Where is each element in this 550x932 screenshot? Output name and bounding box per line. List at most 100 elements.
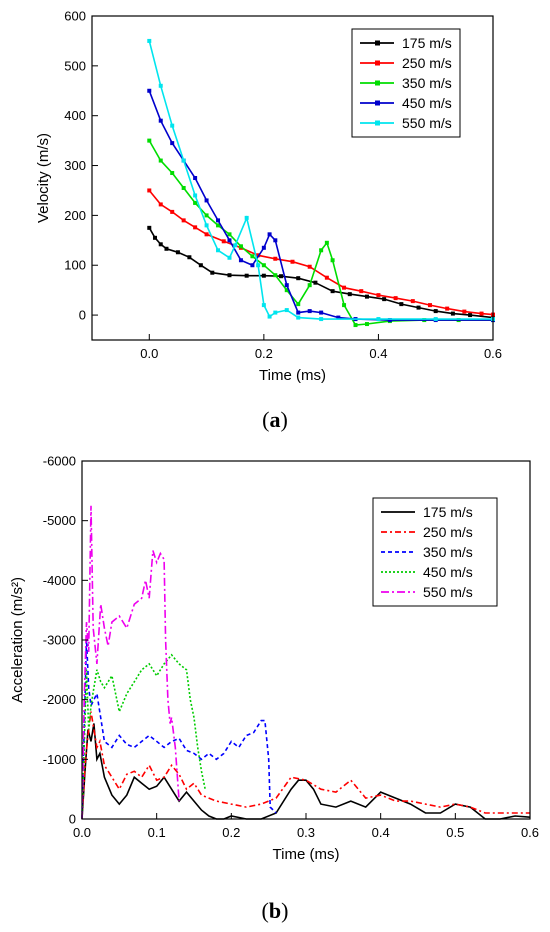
c0-series-2-point	[330, 258, 335, 263]
c0-series-3-point	[158, 118, 163, 123]
c0-series-4-point	[319, 317, 324, 322]
c0-series-4-point	[147, 38, 152, 43]
c1-y-tick-label: -6000	[43, 454, 76, 469]
c0-series-1-point	[342, 285, 347, 290]
c0-series-3-point	[319, 310, 324, 315]
c1-y-tick-label: -2000	[43, 692, 76, 707]
c0-y-tick-label: 200	[64, 208, 86, 223]
c0-series-4-point	[261, 303, 266, 308]
c0-series-4-point	[273, 310, 278, 315]
c0-y-tick-label: 300	[64, 158, 86, 173]
caption-b-letter: b	[268, 898, 282, 923]
c0-x-tick-label: 0.6	[484, 346, 502, 361]
c0-series-3-point	[296, 310, 301, 315]
c0-series-2-point	[147, 138, 152, 143]
c0-series-0-point	[175, 250, 180, 255]
caption-a: (a)	[262, 407, 288, 432]
c0-series-3-point	[336, 315, 341, 320]
c0-series-4-point	[376, 317, 381, 322]
c0-series-4-point	[170, 123, 175, 128]
c0-series-2-point	[324, 240, 329, 245]
c0-x-tick-label: 0.0	[140, 346, 158, 361]
c0-series-3-point	[204, 198, 209, 203]
c0-series-0-point	[382, 297, 387, 302]
c1-legend-box	[372, 497, 498, 607]
c0-legend-label: 250 m/s	[402, 55, 452, 71]
c1-y-tick-label: -3000	[43, 633, 76, 648]
c0-legend-marker	[375, 120, 380, 126]
c0-series-0-point	[158, 242, 163, 247]
acceleration-chart: 0.0 0.1 0.2 0.3 0.4 0.5 0.6 0 -1000 -2000 -3000 -40…	[9, 454, 539, 864]
c0-series-3-point	[147, 88, 152, 93]
c0-series-2-point	[307, 283, 312, 288]
c0-series-0-point	[313, 280, 318, 285]
c0-series-4-point	[193, 193, 198, 198]
c0-series-2-point	[170, 171, 175, 176]
c1-x-tick-label: 0.0	[73, 825, 91, 840]
c0-legend-label: 550 m/s	[402, 115, 452, 131]
c0-series-4-point	[204, 223, 209, 228]
c0-series-4-point	[244, 215, 249, 220]
c1-y-tick-label: -1000	[43, 752, 76, 767]
c0-series-2-point	[319, 248, 324, 253]
c0-series-0-point	[433, 309, 438, 314]
c0-series-0-point	[296, 276, 301, 281]
c0-series-1-point	[462, 309, 467, 314]
c0-series-2-point	[261, 263, 266, 268]
c1-series-line-0	[81, 723, 531, 820]
c1-series-line-1	[81, 711, 530, 820]
c0-series-1-point	[290, 259, 295, 264]
c0-series-0-point	[347, 292, 352, 297]
c0-series-0-point	[416, 305, 421, 310]
c0-y-tick-label: 600	[64, 9, 86, 24]
c0-series-1-point	[158, 202, 163, 207]
c1-legend-label: 175 m/s	[423, 504, 473, 520]
c0-y-tick-label: 500	[64, 58, 86, 73]
c0-series-1-point	[221, 239, 226, 244]
c0-series-2-point	[227, 232, 232, 237]
c1-x-axis-label: Time (ms)	[273, 846, 340, 863]
c0-y-tick-label: 400	[64, 108, 86, 123]
c0-series-4-point	[158, 83, 163, 88]
c0-series-3-point	[250, 263, 255, 268]
c0-y-tick-label: 0	[79, 308, 86, 323]
c0-series-2-point	[204, 213, 209, 218]
c0-series-0-point	[147, 225, 152, 230]
c0-series-line-4	[148, 40, 493, 320]
c0-series-3-point	[227, 238, 232, 243]
c0-x-axis-label: Time (ms)	[259, 367, 326, 384]
c1-y-tick-label: 0	[69, 812, 76, 827]
c0-series-1-point	[170, 209, 175, 214]
c0-series-1-point	[193, 225, 198, 230]
c1-x-tick-label: 0.4	[372, 825, 390, 840]
c0-series-0-point	[399, 302, 404, 307]
c0-series-0-point	[153, 235, 158, 240]
c0-series-4-point	[267, 314, 272, 319]
c1-legend-label: 350 m/s	[423, 544, 473, 560]
c0-series-2-point	[158, 158, 163, 163]
c0-series-3-point	[267, 232, 272, 237]
c1-x-tick-label: 0.6	[521, 825, 539, 840]
c0-series-0-point	[227, 273, 232, 278]
c1-y-tick-label: -4000	[43, 573, 76, 588]
c0-series-4-point	[256, 263, 261, 268]
c1-x-tick-label: 0.1	[148, 825, 166, 840]
c0-series-3-point	[273, 238, 278, 243]
c0-series-0-point	[450, 311, 455, 316]
c0-legend-marker	[375, 60, 380, 66]
c0-series-0-point	[244, 273, 249, 278]
c0-series-0-point	[261, 273, 266, 278]
c0-series-2-point	[216, 223, 221, 228]
c0-series-4-point	[233, 243, 238, 248]
c0-series-1-point	[376, 293, 381, 298]
c1-y-axis-label: Acceleration (m/s²)	[9, 577, 26, 703]
c0-x-tick-label: 0.4	[369, 346, 387, 361]
c1-series-line-4	[81, 505, 180, 820]
c0-series-3-point	[238, 258, 243, 263]
c0-legend-label: 450 m/s	[402, 95, 452, 111]
c1-legend-label: 450 m/s	[423, 564, 473, 580]
c0-series-2-point	[238, 244, 243, 249]
c0-series-1-point	[445, 306, 450, 311]
c0-legend-marker	[375, 40, 380, 46]
